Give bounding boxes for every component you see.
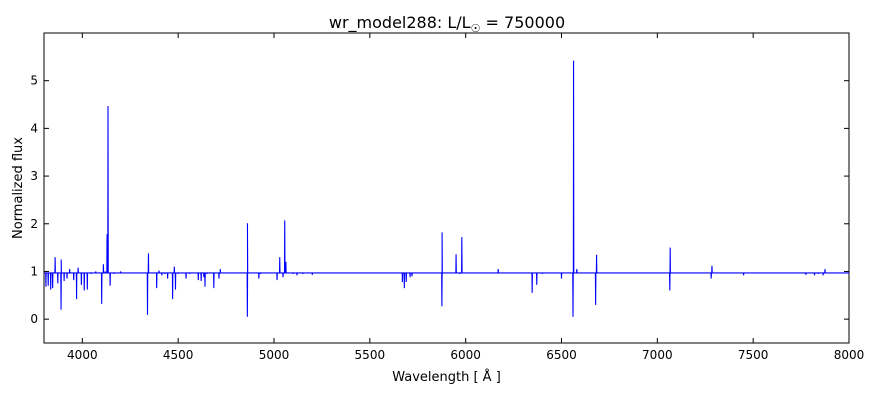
x-tick-label: 4000 [67,348,98,362]
y-tick-label: 5 [30,74,38,88]
y-tick-label: 3 [30,169,38,183]
plot-frame [43,32,850,344]
x-axis-ticks: 4000 4500 5000 5500 6000 6500 7000 7500 8000 [67,33,864,362]
x-tick-label: 5500 [355,348,386,362]
x-tick-label: 4500 [163,348,194,362]
chart-title-sub: ☉ [471,22,481,35]
plot-area [44,60,849,317]
spectrum-line [44,60,849,317]
y-tick-label: 2 [30,217,38,231]
y-tick-label: 0 [30,312,38,326]
x-axis-label: Wavelength [ Å ] [392,369,501,385]
y-tick-label: 4 [30,121,38,135]
chart-title-main: wr_model288: L/L [329,13,471,33]
y-tick-label: 1 [30,264,38,278]
x-tick-label: 6500 [546,348,577,362]
y-axis-label: Normalized flux [11,137,26,239]
x-tick-label: 5000 [259,348,290,362]
chart-title: wr_model288: L/L☉ = 750000 [329,13,565,35]
x-tick-label: 7500 [738,348,769,362]
x-tick-label: 8000 [834,348,865,362]
x-tick-label: 6000 [450,348,481,362]
y-axis-ticks: 0 1 2 3 4 5 [30,74,849,326]
x-tick-label: 7000 [642,348,673,362]
chart-title-rest: = 750000 [480,13,565,32]
